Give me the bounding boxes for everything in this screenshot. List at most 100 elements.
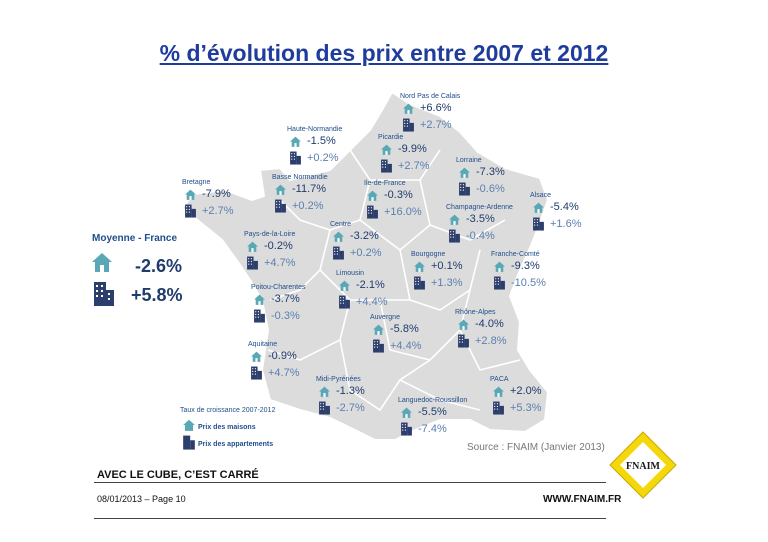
- region-name: Pays-de-la-Loire: [244, 231, 296, 238]
- apartment-icon: [246, 255, 259, 270]
- region-name: Nord Pas de Calais: [400, 93, 461, 100]
- region-house-value: -5.4%: [550, 201, 579, 213]
- apartment-icon: [413, 275, 426, 290]
- house-icon: [289, 135, 302, 148]
- region-house-value: -1.3%: [336, 385, 365, 397]
- region-house-value: -4.0%: [475, 318, 504, 330]
- apartment-icon: [400, 421, 413, 436]
- region-apartment-value: +0.2%: [350, 247, 382, 259]
- region-apartment-value: +2.7%: [398, 160, 430, 172]
- region-apartment-value: +16.0%: [384, 206, 422, 218]
- region-house-value: +6.6%: [420, 102, 452, 114]
- region-apartment-value: -10.5%: [511, 277, 546, 289]
- region-house-value: -1.5%: [307, 135, 336, 147]
- house-icon: [448, 213, 461, 226]
- house-icon: [372, 323, 385, 336]
- region-apartment-value: +2.7%: [202, 205, 234, 217]
- region-house-value: -11.7%: [292, 183, 327, 195]
- region-apartment-value: +4.7%: [264, 257, 296, 269]
- region-house-value: -0.9%: [268, 350, 297, 362]
- region-apartment-value: -7.4%: [418, 423, 447, 435]
- logo-text: FNAIM: [626, 461, 660, 472]
- region-house-value: -7.3%: [476, 166, 505, 178]
- apartment-icon: [289, 150, 302, 165]
- house-icon: [458, 166, 471, 179]
- region-name: Bretagne: [182, 179, 211, 186]
- region-apartment-value: -2.7%: [336, 402, 365, 414]
- apartment-icon: [458, 181, 471, 196]
- region-name: Picardie: [378, 134, 404, 141]
- region-name: Lorraine: [456, 157, 482, 164]
- legend-house-label: Prix des maisons: [198, 424, 256, 431]
- apartment-icon: [366, 204, 379, 219]
- region-name: Centre: [330, 221, 352, 228]
- region-name: Ile-de-France: [364, 180, 406, 187]
- region-apartment-value: +1.3%: [431, 277, 463, 289]
- region-house-value: -3.5%: [466, 213, 495, 225]
- average-label: Moyenne - France: [92, 233, 178, 244]
- legend-apartment-icon: [183, 435, 195, 450]
- region-house-value: -0.2%: [264, 240, 293, 252]
- apartment-icon: [402, 117, 415, 132]
- apartment-icon: [250, 365, 263, 380]
- region-apartment-value: -0.4%: [466, 230, 495, 242]
- footer-tagline: AVEC LE CUBE, C’EST CARRÉ: [97, 469, 259, 481]
- region-name: Limousin: [336, 270, 365, 277]
- apartment-icon: [253, 308, 266, 323]
- apartment-icon: [492, 400, 505, 415]
- apartment-icon: [380, 158, 393, 173]
- house-icon: [250, 350, 263, 363]
- region-house-value: -5.8%: [390, 323, 419, 335]
- house-icon: [332, 230, 345, 243]
- footer-divider-top: [94, 482, 606, 483]
- region-apartment-value: -0.6%: [476, 183, 505, 195]
- region-apartment-value: +5.3%: [510, 402, 542, 414]
- house-icon: [253, 293, 266, 306]
- house-icon: [274, 183, 287, 196]
- average-house-value: -2.6%: [135, 256, 183, 276]
- apartment-icon: [318, 400, 331, 415]
- region-house-value: +2.0%: [510, 385, 542, 397]
- average-apartment-icon: [94, 282, 114, 306]
- region-name: Champagne-Ardenne: [446, 204, 513, 211]
- region-name: PACA: [490, 376, 509, 383]
- region-apartment-value: +0.2%: [292, 200, 324, 212]
- region-apartment-value: +2.7%: [420, 119, 452, 131]
- region-apartment-value: +1.6%: [550, 218, 582, 230]
- region-apartment-value: +0.2%: [307, 152, 339, 164]
- region-house-value: -2.1%: [356, 279, 385, 291]
- house-icon: [492, 385, 505, 398]
- house-icon: [532, 201, 545, 214]
- house-icon: [413, 260, 426, 273]
- region-house-value: -7.9%: [202, 188, 231, 200]
- apartment-icon: [493, 275, 506, 290]
- region-name: Midi-Pyrénées: [316, 376, 361, 383]
- house-icon: [338, 279, 351, 292]
- house-icon: [246, 240, 259, 253]
- house-icon: [184, 188, 197, 201]
- region-name: Franche-Comté: [491, 251, 540, 258]
- region-house-value: -5.5%: [418, 406, 447, 418]
- region-apartment-value: +4.4%: [390, 340, 422, 352]
- region-apartment-value: -0.3%: [271, 310, 300, 322]
- region-name: Poitou-Charentes: [251, 284, 306, 291]
- footer-page-info: 08/01/2013 – Page 10: [97, 494, 186, 504]
- region-name: Basse Normandie: [272, 174, 328, 181]
- average-apartment-value: +5.8%: [131, 285, 183, 305]
- region-name: Bourgogne: [411, 251, 446, 258]
- footer-website: WWW.FNAIM.FR: [543, 494, 622, 505]
- apartment-icon: [332, 245, 345, 260]
- apartment-icon: [532, 216, 545, 231]
- average-house-icon: [92, 253, 112, 272]
- house-icon: [318, 385, 331, 398]
- region-name: Haute-Normandie: [287, 126, 343, 133]
- apartment-icon: [338, 294, 351, 309]
- house-icon: [366, 189, 379, 202]
- region-house-value: -3.7%: [271, 293, 300, 305]
- house-icon: [457, 318, 470, 331]
- house-icon: [493, 260, 506, 273]
- region-apartment-value: +2.8%: [475, 335, 507, 347]
- region-name: Languedoc-Roussillon: [398, 397, 468, 404]
- house-icon: [400, 406, 413, 419]
- source-note: Source : FNAIM (Janvier 2013): [467, 442, 605, 453]
